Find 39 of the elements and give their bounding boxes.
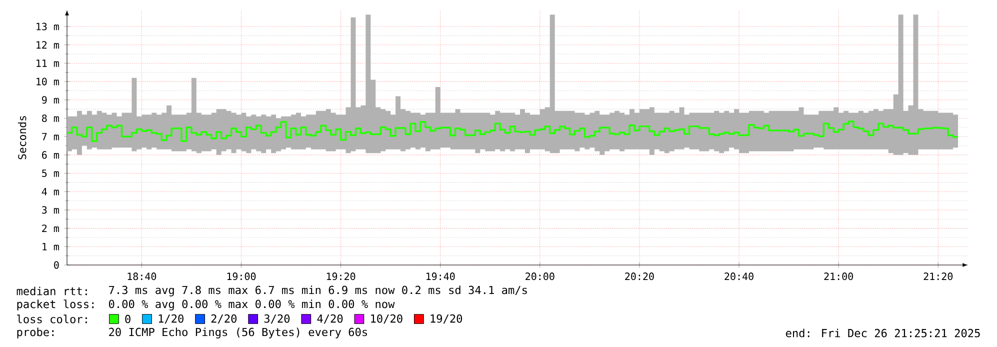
- x-tick-label: 21:20: [924, 272, 953, 280]
- y-tick-label: 1 m: [42, 243, 59, 250]
- text: 7.3 ms avg 7.8 ms max 6.7 ms min 6.9 ms now 0.2 ms sd 34.1 am/s: [109, 286, 527, 296]
- legend-label: 4/20: [317, 314, 343, 324]
- y-tick-label: 6 m: [42, 151, 59, 159]
- legend-label: 0: [125, 314, 130, 324]
- legend-label: 3/20: [264, 314, 290, 324]
- y-tick-label: 13 m: [36, 22, 59, 30]
- x-tick-label: 20:00: [526, 272, 554, 280]
- legend-label: 10/20: [371, 314, 402, 324]
- legend-label: 19/20: [430, 314, 462, 324]
- text: end: Fri Dec 26 21:25:21 2025: [786, 328, 980, 338]
- y-tick-label: 4 m: [42, 188, 59, 196]
- x-tick-label: 20:20: [625, 272, 654, 280]
- y-tick-label: 12 m: [36, 41, 59, 49]
- legend-label: 2/20: [211, 314, 237, 324]
- y-tick-label: 3 m: [42, 206, 59, 214]
- x-tick-label: 21:00: [824, 272, 853, 280]
- y-tick-label: 7 m: [42, 132, 59, 140]
- y-tick-label: 10 m: [36, 78, 59, 86]
- y-tick-label: 11 m: [36, 60, 59, 67]
- y-axis-title: Seconds: [18, 116, 26, 160]
- legend-title: loss color:: [17, 314, 87, 324]
- x-tick-label: 19:20: [326, 272, 356, 280]
- y-tick-label: 2 m: [42, 224, 59, 232]
- y-tick-label: 5 m: [42, 170, 59, 177]
- legend-label: 1/20: [158, 314, 184, 324]
- text: 20 ICMP Echo Pings (56 Bytes) every 60s: [109, 328, 367, 338]
- y-tick-label: 0: [54, 261, 59, 269]
- y-tick-label: 9 m: [42, 96, 59, 104]
- x-tick-label: 18:40: [128, 272, 156, 280]
- y-tick-label: 8 m: [42, 114, 59, 122]
- x-tick-label: 19:00: [227, 272, 256, 280]
- text: 0.00 % avg 0.00 % max 0.00 % min 0.00 % now: [108, 300, 395, 310]
- text: median rtt:: [16, 286, 87, 296]
- x-tick-label: 19:40: [426, 272, 455, 280]
- text: packet loss:: [17, 300, 94, 310]
- text: probe:: [17, 328, 54, 338]
- x-tick-label: 20:40: [724, 272, 754, 280]
